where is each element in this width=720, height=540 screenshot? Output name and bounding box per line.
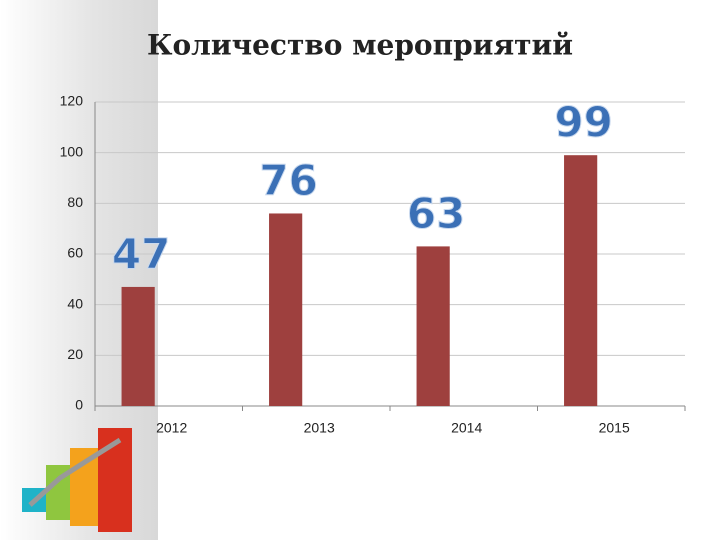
x-tick-label: 2014 (451, 420, 482, 436)
value-label: 47 (112, 229, 170, 278)
y-tick-label: 60 (67, 245, 83, 261)
value-label: 63 (407, 189, 465, 238)
y-tick-label: 80 (67, 194, 83, 210)
y-tick-label: 40 (67, 295, 83, 311)
decor-icon (22, 428, 132, 532)
bar (564, 155, 598, 406)
bar (416, 246, 450, 406)
bar (121, 286, 155, 406)
value-label: 99 (554, 98, 612, 147)
y-tick-label: 120 (60, 93, 84, 109)
x-tick-label: 2012 (156, 420, 187, 436)
x-tick-label: 2013 (304, 420, 335, 436)
x-tick-label: 2015 (599, 420, 630, 436)
value-label: 76 (259, 156, 317, 205)
y-tick-label: 0 (75, 397, 83, 413)
y-tick-label: 20 (67, 346, 83, 362)
chart-title: Количество мероприятий (147, 29, 573, 62)
y-tick-label: 100 (60, 143, 84, 159)
bar (269, 213, 303, 406)
